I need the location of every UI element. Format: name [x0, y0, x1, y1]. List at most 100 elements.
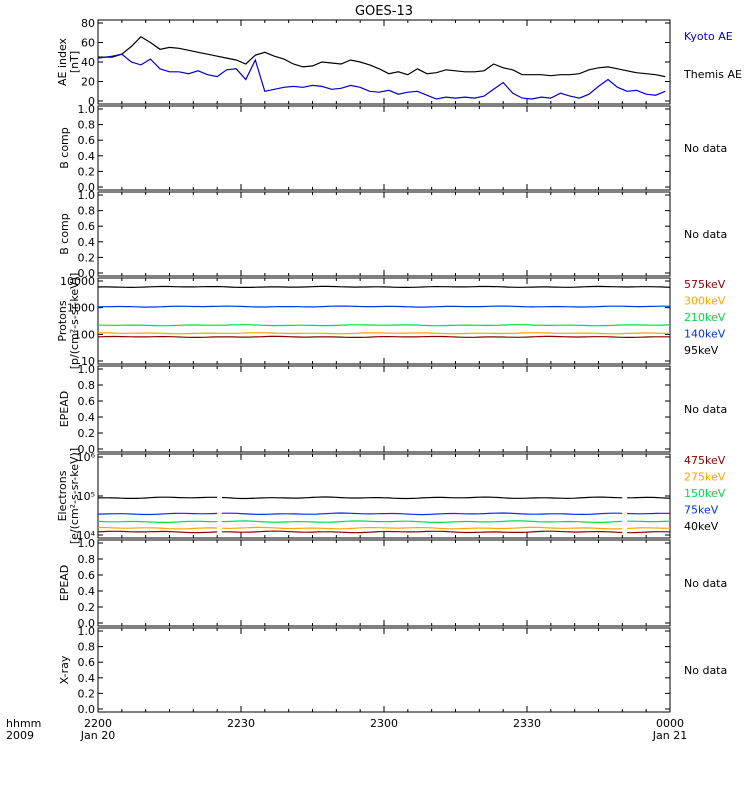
b-comp-1-ytick-label: 0.6 [78, 134, 96, 147]
time-tick-label: 2330 [513, 717, 541, 730]
ae-index-ytick-label: 80 [81, 17, 95, 30]
protons-legend-300kev: 300keV [684, 295, 726, 308]
ae-index-ylabel: AE index [56, 37, 69, 86]
epead-1-ytick-label: 1.0 [78, 363, 96, 376]
epead-2-ytick-label: 1.0 [78, 537, 96, 550]
electrons-legend-40kev: 40keV [684, 520, 719, 533]
epead-2-ytick-label: 0.2 [78, 601, 96, 614]
protons-ytick-label: 1000 [67, 302, 95, 315]
epead-2-ylabel: EPEAD [58, 565, 71, 602]
electrons-series-75kev [97, 512, 218, 516]
b-comp-2-ytick-label: 0.0 [78, 267, 96, 280]
x-ray-no-data-label: No data [684, 664, 727, 677]
protons-series-300kev [97, 332, 670, 335]
epead-1-ytick-label: 0.8 [78, 379, 96, 392]
ae-index-ytick-label: 20 [81, 76, 95, 89]
electrons-yunit: [e/(cm²-s-sr-keV)] [68, 448, 81, 544]
electrons-series-40kev [627, 496, 671, 499]
protons-series-95kev [97, 285, 671, 289]
ae-index-series-themis-ae [98, 35, 666, 78]
x-ray-ytick-label: 0.6 [78, 656, 96, 669]
electrons-legend-75kev: 75keV [684, 504, 719, 517]
x-ray-ytick-label: 0.4 [78, 672, 96, 685]
electrons-series-150kev [97, 520, 218, 524]
epead-1-ytick-label: 0.4 [78, 411, 96, 424]
electrons-ylabel: Electrons [56, 470, 69, 521]
ae-index-ytick-label: 60 [81, 37, 95, 50]
b-comp-1-frame [97, 105, 671, 191]
ae-index-ytick-label: 40 [81, 56, 95, 69]
protons-ytick-label: 100 [74, 328, 95, 341]
electrons-series-475kev [97, 530, 218, 534]
ae-index-series-kyoto-ae [97, 53, 666, 100]
protons-ytick-label: 10 [81, 355, 95, 368]
protons-ylabel: Protons [56, 300, 69, 341]
epead-2-ytick-label: 0.0 [78, 617, 96, 630]
plot-title: GOES-13 [355, 4, 413, 19]
protons-ytick-label: 10000 [60, 275, 95, 288]
b-comp-1-ytick-label: 0.0 [78, 181, 96, 194]
b-comp-1-ytick-label: 0.8 [78, 119, 96, 132]
ae-index-yunit: [nT] [68, 51, 81, 73]
electrons-legend-275kev: 275keV [684, 471, 726, 484]
epead-2-ytick-label: 0.4 [78, 585, 96, 598]
epead-1-no-data-label: No data [684, 403, 727, 416]
time-row-label-2: 2009 [6, 729, 34, 742]
epead-1-ytick-label: 0.2 [78, 427, 96, 440]
epead-2-no-data-label: No data [684, 577, 727, 590]
b-comp-1-ylabel: B comp [58, 127, 71, 169]
epead-2-frame [97, 539, 671, 627]
electrons-series-150kev [221, 520, 623, 524]
x-ray-ytick-label: 1.0 [78, 625, 96, 638]
x-ray-ytick-label: 0.0 [78, 703, 96, 716]
electrons-legend-475kev: 475keV [684, 454, 726, 467]
epead-1-frame [97, 365, 671, 453]
x-ray-frame [97, 627, 671, 713]
b-comp-2-frame [97, 191, 671, 277]
electrons-series-40kev [97, 496, 218, 499]
electrons-series-40kev [221, 496, 623, 500]
ae-index-legend-kyoto-ae: Kyoto AE [684, 30, 733, 43]
x-ray-ytick-label: 0.2 [78, 687, 96, 700]
protons-legend-95kev: 95keV [684, 344, 719, 357]
b-comp-2-ytick-label: 0.8 [78, 205, 96, 218]
b-comp-1-ytick-label: 1.0 [78, 103, 96, 116]
b-comp-2-ytick-label: 0.2 [78, 251, 96, 264]
time-tick-label: 2300 [370, 717, 398, 730]
electrons-frame [97, 453, 671, 539]
b-comp-2-ytick-label: 1.0 [78, 189, 96, 202]
electrons-ytick-label: 10⁵ [77, 490, 95, 503]
electrons-series-275kev [627, 527, 670, 530]
protons-legend-140kev: 140keV [684, 328, 726, 341]
epead-1-ytick-label: 0.0 [78, 443, 96, 456]
b-comp-2-ylabel: B comp [58, 213, 71, 255]
time-row-label-1: hhmm [6, 717, 41, 730]
start-date-label: Jan 20 [80, 729, 115, 742]
protons-frame [97, 277, 671, 365]
time-tick-label: 0000 [656, 717, 684, 730]
b-comp-1-ytick-label: 0.2 [78, 165, 96, 178]
electrons-ytick-label: 10⁴ [77, 529, 96, 542]
electrons-series-275kev [221, 526, 623, 530]
b-comp-2-ytick-label: 0.6 [78, 220, 96, 233]
electrons-series-475kev [627, 531, 671, 534]
protons-series-575kev [97, 335, 671, 338]
epead-2-ytick-label: 0.6 [78, 569, 96, 582]
electrons-series-75kev [627, 512, 671, 515]
epead-1-ylabel: EPEAD [58, 391, 71, 428]
protons-legend-575kev: 575keV [684, 278, 726, 291]
ae-index-legend-themis-ae: Themis AE [683, 68, 742, 81]
protons-legend-210kev: 210keV [684, 311, 726, 324]
protons-series-140kev [97, 305, 671, 308]
x-ray-ylabel: X-ray [58, 655, 71, 684]
ae-index-ytick-label: 0 [88, 95, 95, 108]
b-comp-2-ytick-label: 0.4 [78, 236, 96, 249]
electrons-ytick-label: 10⁶ [77, 451, 96, 464]
b-comp-1-no-data-label: No data [684, 142, 727, 155]
protons-series-210kev [97, 324, 671, 327]
b-comp-1-ytick-label: 0.4 [78, 150, 96, 163]
electrons-legend-150kev: 150keV [684, 487, 726, 500]
electrons-series-275kev [97, 526, 218, 530]
